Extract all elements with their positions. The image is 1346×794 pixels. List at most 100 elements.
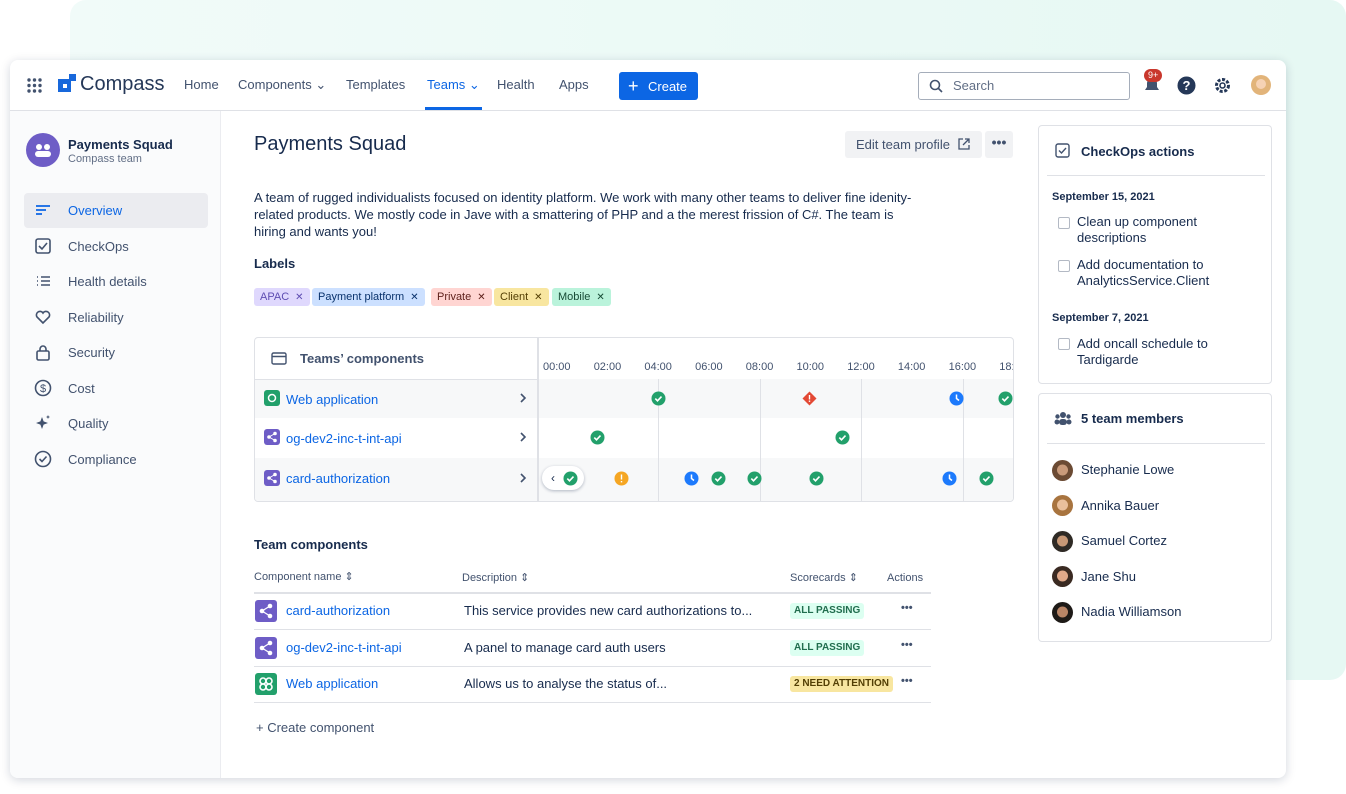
nav-item[interactable]: Health (497, 77, 535, 92)
search-icon (929, 79, 943, 93)
time-label: 10:00 (796, 361, 825, 373)
event-icon[interactable] (747, 471, 762, 486)
icon (36, 345, 50, 361)
checkops-item: Add oncall schedule to Tardigarde (1077, 336, 1208, 367)
components-heading: Team components (254, 537, 368, 552)
event-icon[interactable] (563, 471, 578, 486)
member-avatar[interactable] (1052, 601, 1073, 623)
more-button[interactable]: ••• (985, 131, 1013, 158)
app-switcher[interactable] (27, 78, 42, 93)
event-icon[interactable] (711, 471, 726, 486)
event-icon[interactable] (942, 471, 957, 486)
row-border (254, 702, 931, 703)
member-name[interactable]: Jane Shu (1081, 568, 1136, 584)
checkbox-icon (1055, 143, 1070, 158)
label-chip[interactable]: Private ✕ (431, 288, 492, 306)
member-name[interactable]: Nadia Williamson (1081, 604, 1182, 619)
logo-text[interactable]: Compass (80, 73, 165, 95)
event-icon[interactable] (809, 471, 824, 486)
timeline-row-name[interactable]: Web application (286, 392, 379, 407)
time-gridline (861, 379, 863, 501)
sidebar-item[interactable]: Compliance (24, 442, 208, 477)
event-icon[interactable] (614, 471, 629, 486)
create-button[interactable]: + Create (619, 72, 698, 100)
component-icon (255, 637, 277, 659)
member-avatar[interactable] (1052, 495, 1073, 516)
label-chip[interactable]: Payment platform ✕ (312, 288, 425, 306)
event-icon[interactable] (651, 391, 666, 406)
label-chip[interactable]: APAC ✕ (254, 288, 310, 306)
component-name[interactable]: card-authorization (286, 603, 391, 618)
member-avatar[interactable] (1052, 459, 1073, 481)
checkops-item: Clean up component descriptions (1077, 214, 1197, 245)
user-avatar[interactable] (1251, 75, 1271, 95)
checkbox[interactable] (1058, 217, 1070, 229)
checkops-date: September 7, 2021 (1052, 312, 1149, 324)
event-icon[interactable] (835, 430, 850, 445)
event-icon[interactable] (979, 471, 994, 486)
nav-item[interactable]: Templates (346, 77, 406, 92)
nav-item[interactable]: Components ⌄ (238, 77, 327, 92)
member-avatar[interactable] (1052, 530, 1073, 552)
row-actions[interactable]: ••• (901, 602, 913, 614)
icon (36, 415, 50, 429)
sidebar-item-active[interactable]: Overview (24, 193, 208, 228)
search-box[interactable]: Search (918, 72, 1130, 100)
event-icon[interactable] (802, 391, 817, 406)
time-label: 02:00 (593, 361, 622, 373)
row-actions[interactable]: ••• (901, 639, 913, 651)
chevron[interactable] (518, 393, 528, 403)
label-chip[interactable]: Mobile ✕ (552, 288, 611, 306)
checkops-item: Add documentation to AnalyticsService.Cl… (1077, 257, 1210, 288)
event-icon[interactable] (949, 391, 964, 406)
component-name[interactable]: og-dev2-inc-t-int-api (286, 640, 402, 655)
sidebar-item[interactable]: Health details (24, 264, 208, 299)
scorecard-status: 2 NEED ATTENTION (790, 676, 894, 692)
checkbox[interactable] (1058, 260, 1070, 272)
column-header[interactable]: Scorecards ⇕ (790, 572, 858, 584)
member-name[interactable]: Annika Bauer (1081, 497, 1160, 513)
sidebar-item[interactable]: $ Cost (24, 371, 208, 406)
column-header[interactable]: Component name ⇕ (254, 571, 354, 583)
settings-icon[interactable] (1213, 76, 1232, 95)
help-icon[interactable]: ? (1177, 76, 1196, 95)
members-title: 5 team members (1081, 411, 1184, 426)
column-header: Actions (887, 572, 924, 584)
time-label: 12:00 (847, 361, 875, 373)
event-icon[interactable] (998, 391, 1013, 406)
timeline-panel: Teams’ components Web application og-dev… (254, 337, 1014, 502)
sidebar-item[interactable]: CheckOps (24, 229, 208, 264)
sidebar-item[interactable]: Security (24, 335, 208, 370)
column-header[interactable]: Description ⇕ (462, 572, 530, 584)
label-text: APAC (260, 291, 290, 303)
member-name[interactable]: Stephanie Lowe (1081, 462, 1175, 477)
sidebar-item[interactable]: Quality (24, 406, 208, 441)
edit-profile-button[interactable]: Edit team profile (845, 131, 982, 158)
event-icon[interactable] (684, 471, 699, 486)
member-avatar[interactable] (1052, 566, 1073, 587)
label-text: Mobile (558, 291, 591, 303)
time-label: 06:00 (695, 361, 723, 373)
component-icon (264, 429, 280, 445)
component-name[interactable]: Web application (286, 676, 379, 691)
row-actions[interactable]: ••• (901, 675, 913, 687)
sidebar-item-text: Security (68, 345, 115, 360)
sidebar-item[interactable]: Reliability (24, 300, 208, 335)
nav-item[interactable]: Apps (559, 77, 589, 92)
member-name[interactable]: Samuel Cortez (1081, 533, 1167, 548)
nav-item-active[interactable]: Teams ⌄ (427, 77, 480, 92)
event-icon[interactable] (590, 430, 605, 445)
checkops-card: CheckOps actions September 15, 2021 Clea… (1038, 125, 1272, 384)
timeline-row-name[interactable]: og-dev2-inc-t-int-api (286, 431, 402, 446)
create-component[interactable]: + Create component (256, 720, 375, 735)
label-text: Private (437, 291, 472, 303)
timeline-row-name[interactable]: card-authorization (286, 471, 391, 486)
chevron[interactable] (518, 473, 528, 483)
column-text: Description (462, 572, 518, 584)
nav-item[interactable]: Home (184, 77, 219, 92)
column-text: Scorecards (790, 572, 846, 584)
app-window: Compass Home Components ⌄ Templates Team… (10, 60, 1286, 778)
chevron[interactable] (518, 432, 528, 442)
label-chip[interactable]: Client ✕ (494, 288, 549, 306)
checkbox[interactable] (1058, 338, 1070, 350)
